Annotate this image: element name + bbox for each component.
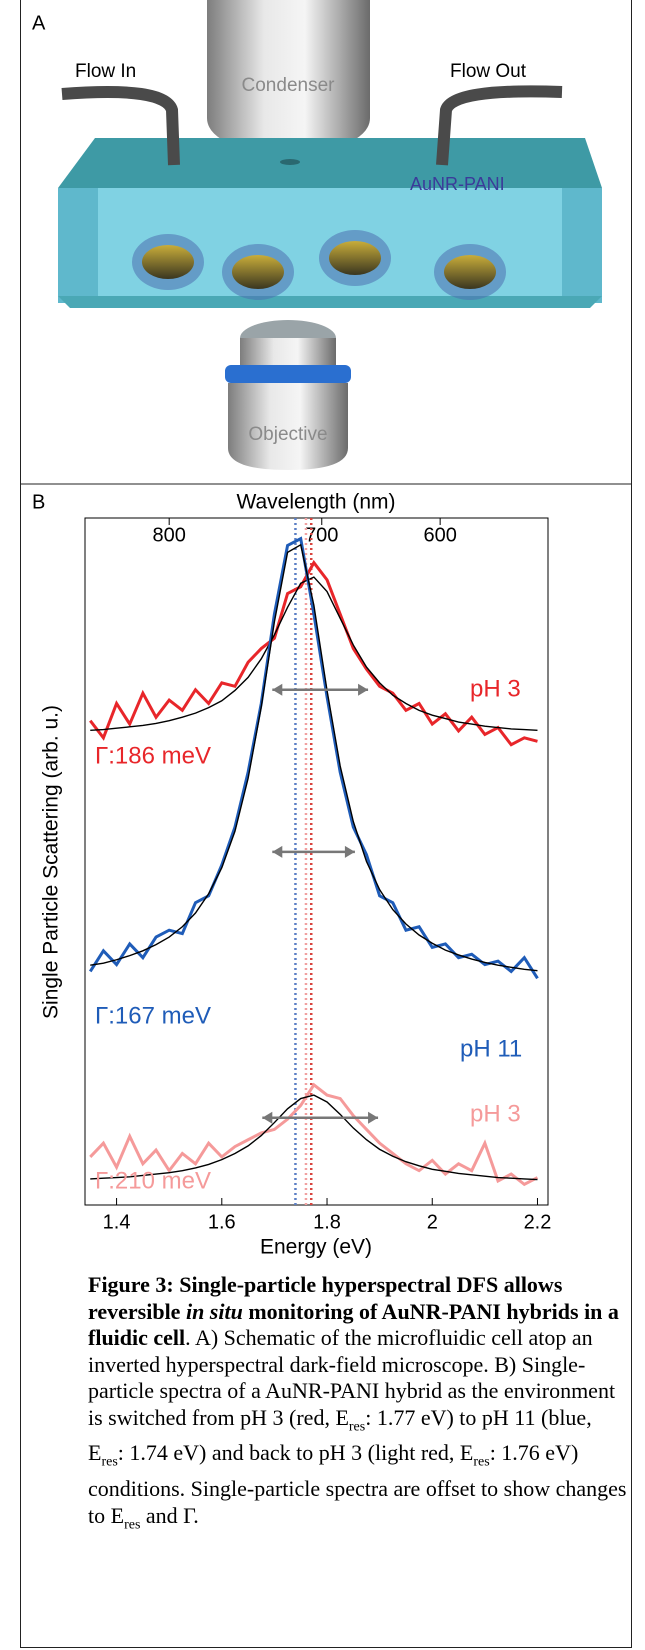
series-label: pH 3 [470,675,521,702]
caption-text: res [101,1454,118,1470]
x-tick-label: 1.4 [103,1211,131,1233]
plot-frame [84,517,549,1206]
fit-line [90,576,538,731]
caption-text: . A) Schematic of the microfluidic cell … [88,1325,616,1430]
objective-label: Objective [248,424,327,445]
spectrum [89,559,538,747]
caption-text: res [348,1418,366,1434]
spectrum [89,1082,539,1187]
width-label: Γ:210 meV [95,1167,211,1194]
panel-label: A [32,12,46,34]
nanorods [132,230,506,300]
cell-bottom [58,296,602,308]
caption-text: : 1.76 eV) conditions. Single-particle s… [88,1440,627,1528]
hybrid-label: AuNR-PANI [410,174,505,194]
series-label: pH 3 [470,1100,521,1127]
cell-top [58,138,602,188]
arrow-head [272,845,355,858]
top-tick-label: 700 [305,524,338,546]
cell-hole [280,159,300,165]
flow-in-label: Flow In [75,61,136,82]
tube-out [436,85,563,166]
arrow-head [272,683,369,696]
x-tick-label: 2.2 [524,1211,552,1233]
caption: Figure 3: Single-particle hyperspectral … [88,1272,633,1539]
width-label: Γ:186 meV [95,742,211,769]
x-tick-label: 1.6 [208,1211,236,1233]
figure: A Condenser Flow In Flow Out AuNR-PANI O… [20,0,632,1259]
caption-text: : 1.74 eV) and back to pH 3 (light red, … [117,1440,474,1466]
cell-side [562,188,602,303]
condenser [207,0,370,155]
top-tick-label: 600 [423,524,456,546]
caption-text: res [473,1454,490,1470]
width-label: Γ:167 meV [95,1002,211,1029]
caption-text: in situ [185,1298,243,1324]
y-axis-title: Single Particle Scattering (arb. u.) [40,705,63,1019]
top-tick-label: 800 [152,524,185,546]
x-tick-label: 2 [427,1211,438,1233]
objective-body [228,383,348,470]
fit-line [90,543,538,972]
caption-text: : 1.77 eV) to pH 11 (blue, E [88,1404,592,1466]
caption-text: and Γ. [140,1502,199,1528]
caption-text: monitoring of AuNR-PANI hybrids in a flu… [88,1298,619,1351]
top-axis-title: Wavelength (nm) [236,491,395,514]
x-tick-label: 1.8 [313,1211,341,1233]
fit-line [90,1094,538,1181]
condenser-label: Condenser [242,75,336,96]
x-axis-title: Energy (eV) [260,1236,372,1259]
panel-label: B [32,491,45,513]
caption-text: res [124,1517,141,1533]
cell-side [58,188,98,303]
series-label: pH 11 [460,1035,522,1062]
caption-text: Figure 3: Single-particle hyperspectral … [88,1272,563,1324]
flow-out-label: Flow Out [450,61,527,82]
objective-top [240,338,336,365]
tube-in [61,86,180,166]
figure-frame [20,0,632,1648]
objective-ring [225,365,351,383]
